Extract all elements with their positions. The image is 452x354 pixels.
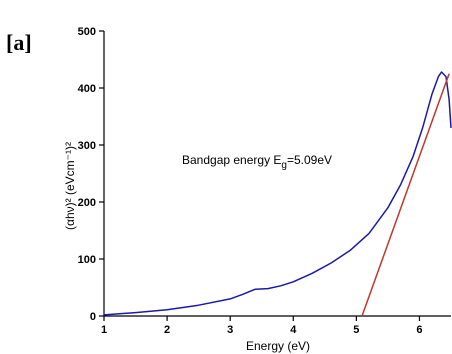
annotation-prefix: Bandgap energy E — [182, 153, 281, 167]
annotation-suffix: =5.09eV — [287, 153, 332, 167]
y-tick-label: 300 — [78, 140, 96, 152]
x-tick-label: 3 — [227, 324, 233, 336]
y-tick-label: 500 — [78, 26, 96, 38]
panel-label: [a] — [6, 30, 32, 55]
y-tick-label: 100 — [78, 254, 96, 266]
y-axis-label: (αhν)² (eVcm⁻¹)² — [63, 142, 77, 230]
x-ticks: 1 2 3 4 5 6 — [101, 316, 423, 336]
plot-area: 0 100 200 300 400 500 1 2 3 4 5 6 — [78, 26, 452, 336]
series-group — [103, 71, 452, 317]
tauc-fit-line — [361, 73, 450, 317]
annotation-subscript: g — [281, 160, 287, 171]
y-tick-label: 400 — [78, 83, 96, 95]
x-axis-label: Energy (eV) — [246, 339, 310, 353]
x-tick-label: 2 — [164, 324, 170, 336]
y-tick-label: 0 — [90, 311, 96, 323]
y-tick-label: 200 — [78, 197, 96, 209]
y-ticks: 0 100 200 300 400 500 — [78, 26, 104, 323]
bandgap-annotation: Bandgap energy Eg=5.09eV — [182, 153, 332, 171]
x-tick-label: 1 — [101, 324, 107, 336]
x-tick-label: 4 — [290, 324, 297, 336]
x-tick-label: 6 — [416, 324, 422, 336]
x-tick-label: 5 — [353, 324, 359, 336]
absorption-curve-line — [103, 71, 452, 316]
